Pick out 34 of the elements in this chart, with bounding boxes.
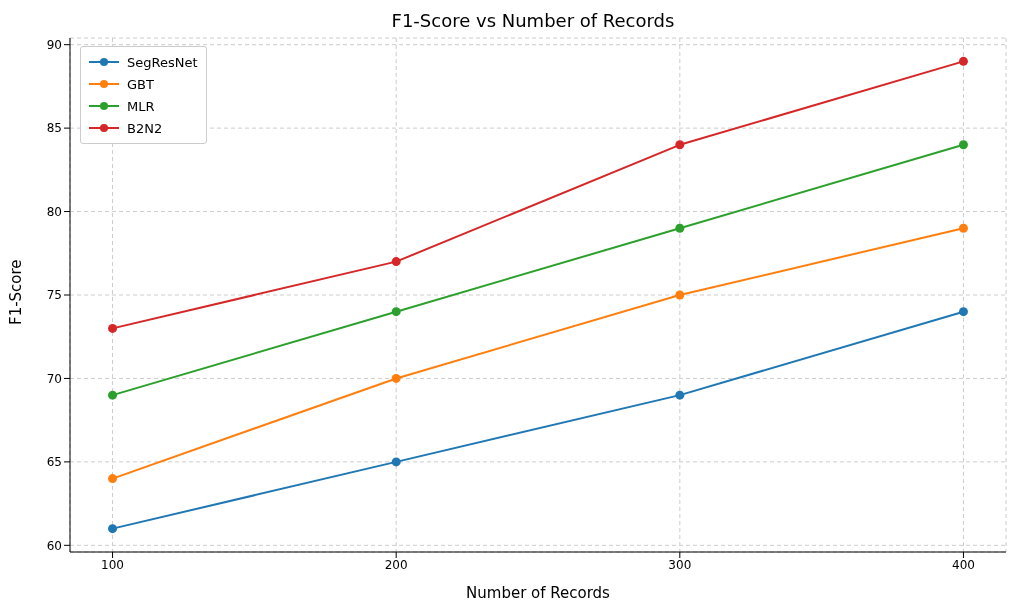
point <box>958 56 968 66</box>
legend-label: GBT <box>127 76 154 92</box>
point <box>391 307 401 317</box>
x-tick-label: 400 <box>952 557 975 572</box>
point <box>958 223 968 233</box>
legend-label: MLR <box>127 98 155 114</box>
legend-label: SegResNet <box>127 54 198 70</box>
point <box>108 474 118 484</box>
point <box>391 457 401 467</box>
y-tick-label: 60 <box>46 538 62 553</box>
point <box>391 373 401 383</box>
point <box>108 323 118 333</box>
legend-label: B2N2 <box>127 120 163 136</box>
y-tick-label: 80 <box>46 204 62 219</box>
point <box>108 524 118 534</box>
point <box>675 390 685 400</box>
point <box>675 290 685 300</box>
point <box>675 223 685 233</box>
y-axis-title: F1-Score <box>7 259 26 325</box>
x-tick-label: 100 <box>101 557 124 572</box>
point <box>391 257 401 267</box>
point <box>108 390 118 400</box>
y-tick-label: 70 <box>46 371 62 386</box>
y-tick-label: 90 <box>46 37 62 52</box>
x-axis-title: Number of Records <box>466 584 611 602</box>
point <box>958 307 968 317</box>
point <box>958 140 968 150</box>
chart-title: F1-Score vs Number of Records <box>390 9 676 33</box>
point <box>675 140 685 150</box>
y-tick-label: 65 <box>46 455 62 470</box>
y-tick-label: 75 <box>46 288 62 303</box>
y-tick-label: 85 <box>46 121 62 136</box>
x-tick-label: 300 <box>668 557 692 572</box>
x-tick-label: 200 <box>384 557 408 572</box>
